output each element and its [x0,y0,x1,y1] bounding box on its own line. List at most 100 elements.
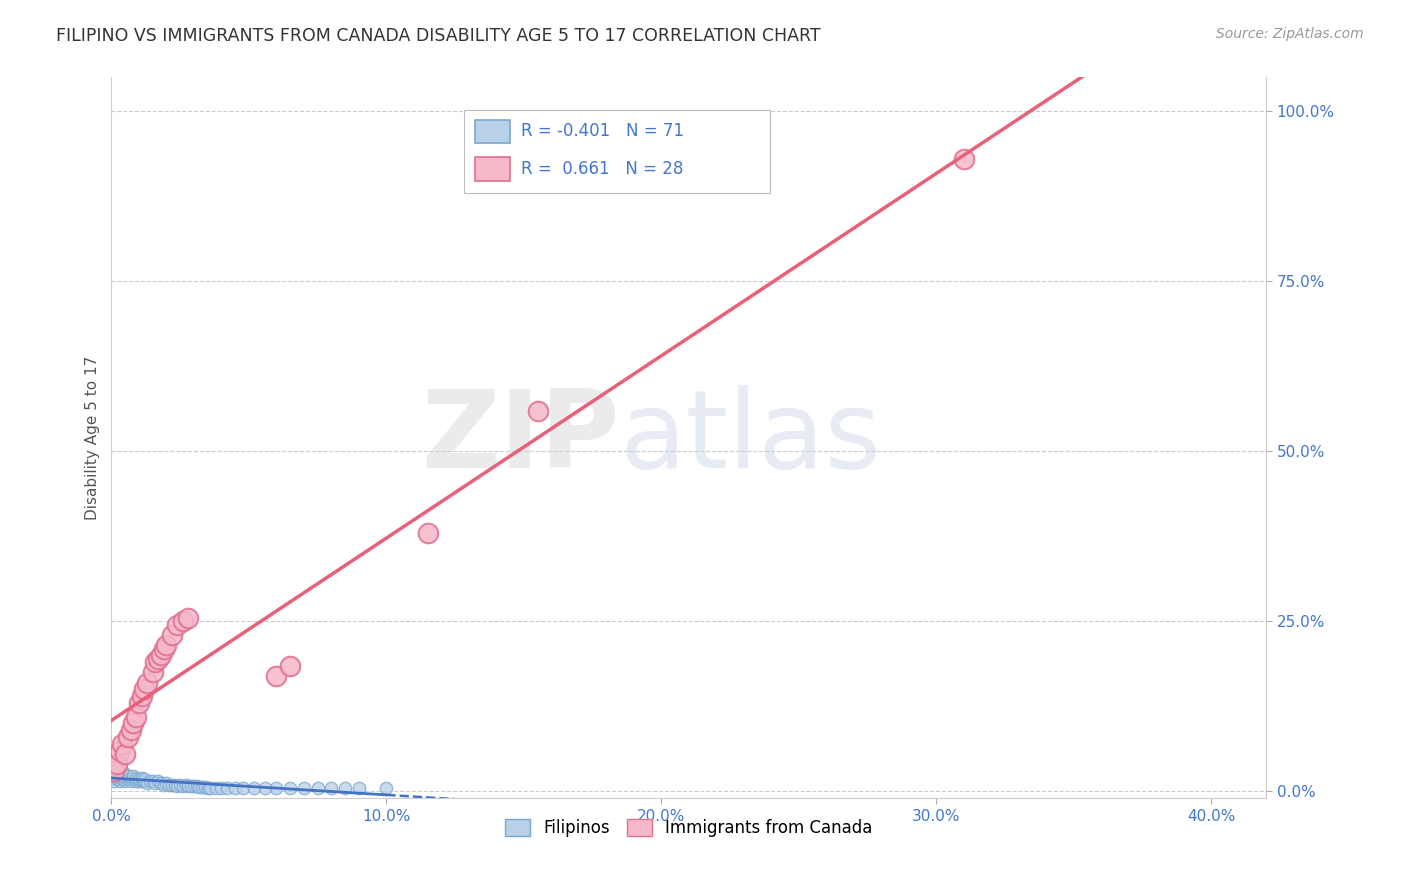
Point [134,774,156,789]
Point [136,776,159,790]
Point [103,774,125,789]
Point [114,747,136,761]
Point [172,615,194,629]
Bar [475,120,510,143]
Point [166,617,188,632]
Point [160,628,183,642]
Point [157,778,180,792]
Point [111,772,134,786]
Point [100,771,122,785]
Text: R =  0.661   N = 28: R = 0.661 N = 28 [522,160,683,178]
Point [108,774,131,789]
Point [111,764,134,778]
Point [114,774,136,789]
Point [120,723,142,738]
Point [131,771,153,785]
Point [183,779,205,793]
Point [128,696,150,710]
Point [347,780,370,795]
Point [111,737,134,751]
Point [122,716,145,731]
Point [333,780,356,795]
Point [125,774,148,789]
Point [254,780,277,795]
Point [134,682,156,697]
Legend: Filipinos, Immigrants from Canada: Filipinos, Immigrants from Canada [499,813,879,844]
Point [134,772,156,786]
Text: Source: ZipAtlas.com: Source: ZipAtlas.com [1216,27,1364,41]
Point [146,652,169,666]
Point [103,764,125,778]
Point [105,772,128,786]
Point [266,669,288,683]
Point [105,765,128,780]
Point [416,526,439,541]
Point [108,767,131,781]
Point [149,648,172,663]
Point [166,779,188,793]
Point [278,658,301,673]
Point [131,689,153,703]
Point [224,780,246,795]
Point [155,638,177,652]
Point [117,769,139,783]
Point [188,780,211,795]
Point [131,774,153,789]
Point [125,771,148,785]
Point [149,776,172,790]
Point [375,780,398,795]
Point [142,774,165,789]
Point [194,780,217,795]
Point [180,779,202,793]
Point [163,778,186,792]
Point [105,769,128,783]
Point [215,780,238,795]
Point [103,764,125,778]
Point [136,675,159,690]
Point [105,763,128,777]
Point [128,774,150,789]
Point [197,780,219,795]
Point [128,772,150,786]
Point [103,760,125,774]
Point [278,780,301,795]
Point [292,780,315,795]
Point [145,776,167,790]
Point [100,767,122,781]
Point [174,778,197,792]
Point [209,780,232,795]
Point [117,772,139,786]
Point [120,774,142,789]
Point [125,709,148,723]
Point [146,774,169,789]
Point [307,780,329,795]
Point [266,780,288,795]
Point [526,403,548,417]
Point [243,780,266,795]
Point [145,655,167,669]
Point [108,771,131,785]
Point [191,780,214,795]
Point [205,780,228,795]
Point [172,779,194,793]
Point [169,778,191,792]
Point [120,771,142,785]
Point [152,778,174,792]
Point [177,611,200,625]
Point [232,780,254,795]
Point [152,641,174,656]
Point [122,772,145,786]
Point [105,757,128,772]
Bar [475,157,510,180]
Point [160,778,183,792]
Point [122,769,145,783]
Point [117,730,139,744]
Point [200,780,222,795]
Text: R = -0.401   N = 71: R = -0.401 N = 71 [522,122,685,141]
Point [953,152,976,166]
Point [155,776,177,790]
Point [139,774,162,789]
Point [114,771,136,785]
Point [114,767,136,781]
Point [321,780,343,795]
